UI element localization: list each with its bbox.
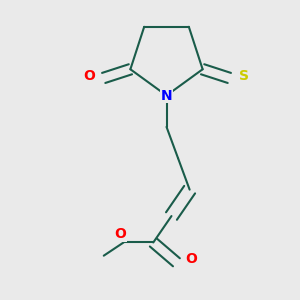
Text: N: N [161, 88, 172, 103]
Text: S: S [239, 69, 249, 83]
Text: O: O [114, 227, 126, 241]
Text: O: O [185, 252, 197, 266]
Text: O: O [83, 69, 95, 83]
